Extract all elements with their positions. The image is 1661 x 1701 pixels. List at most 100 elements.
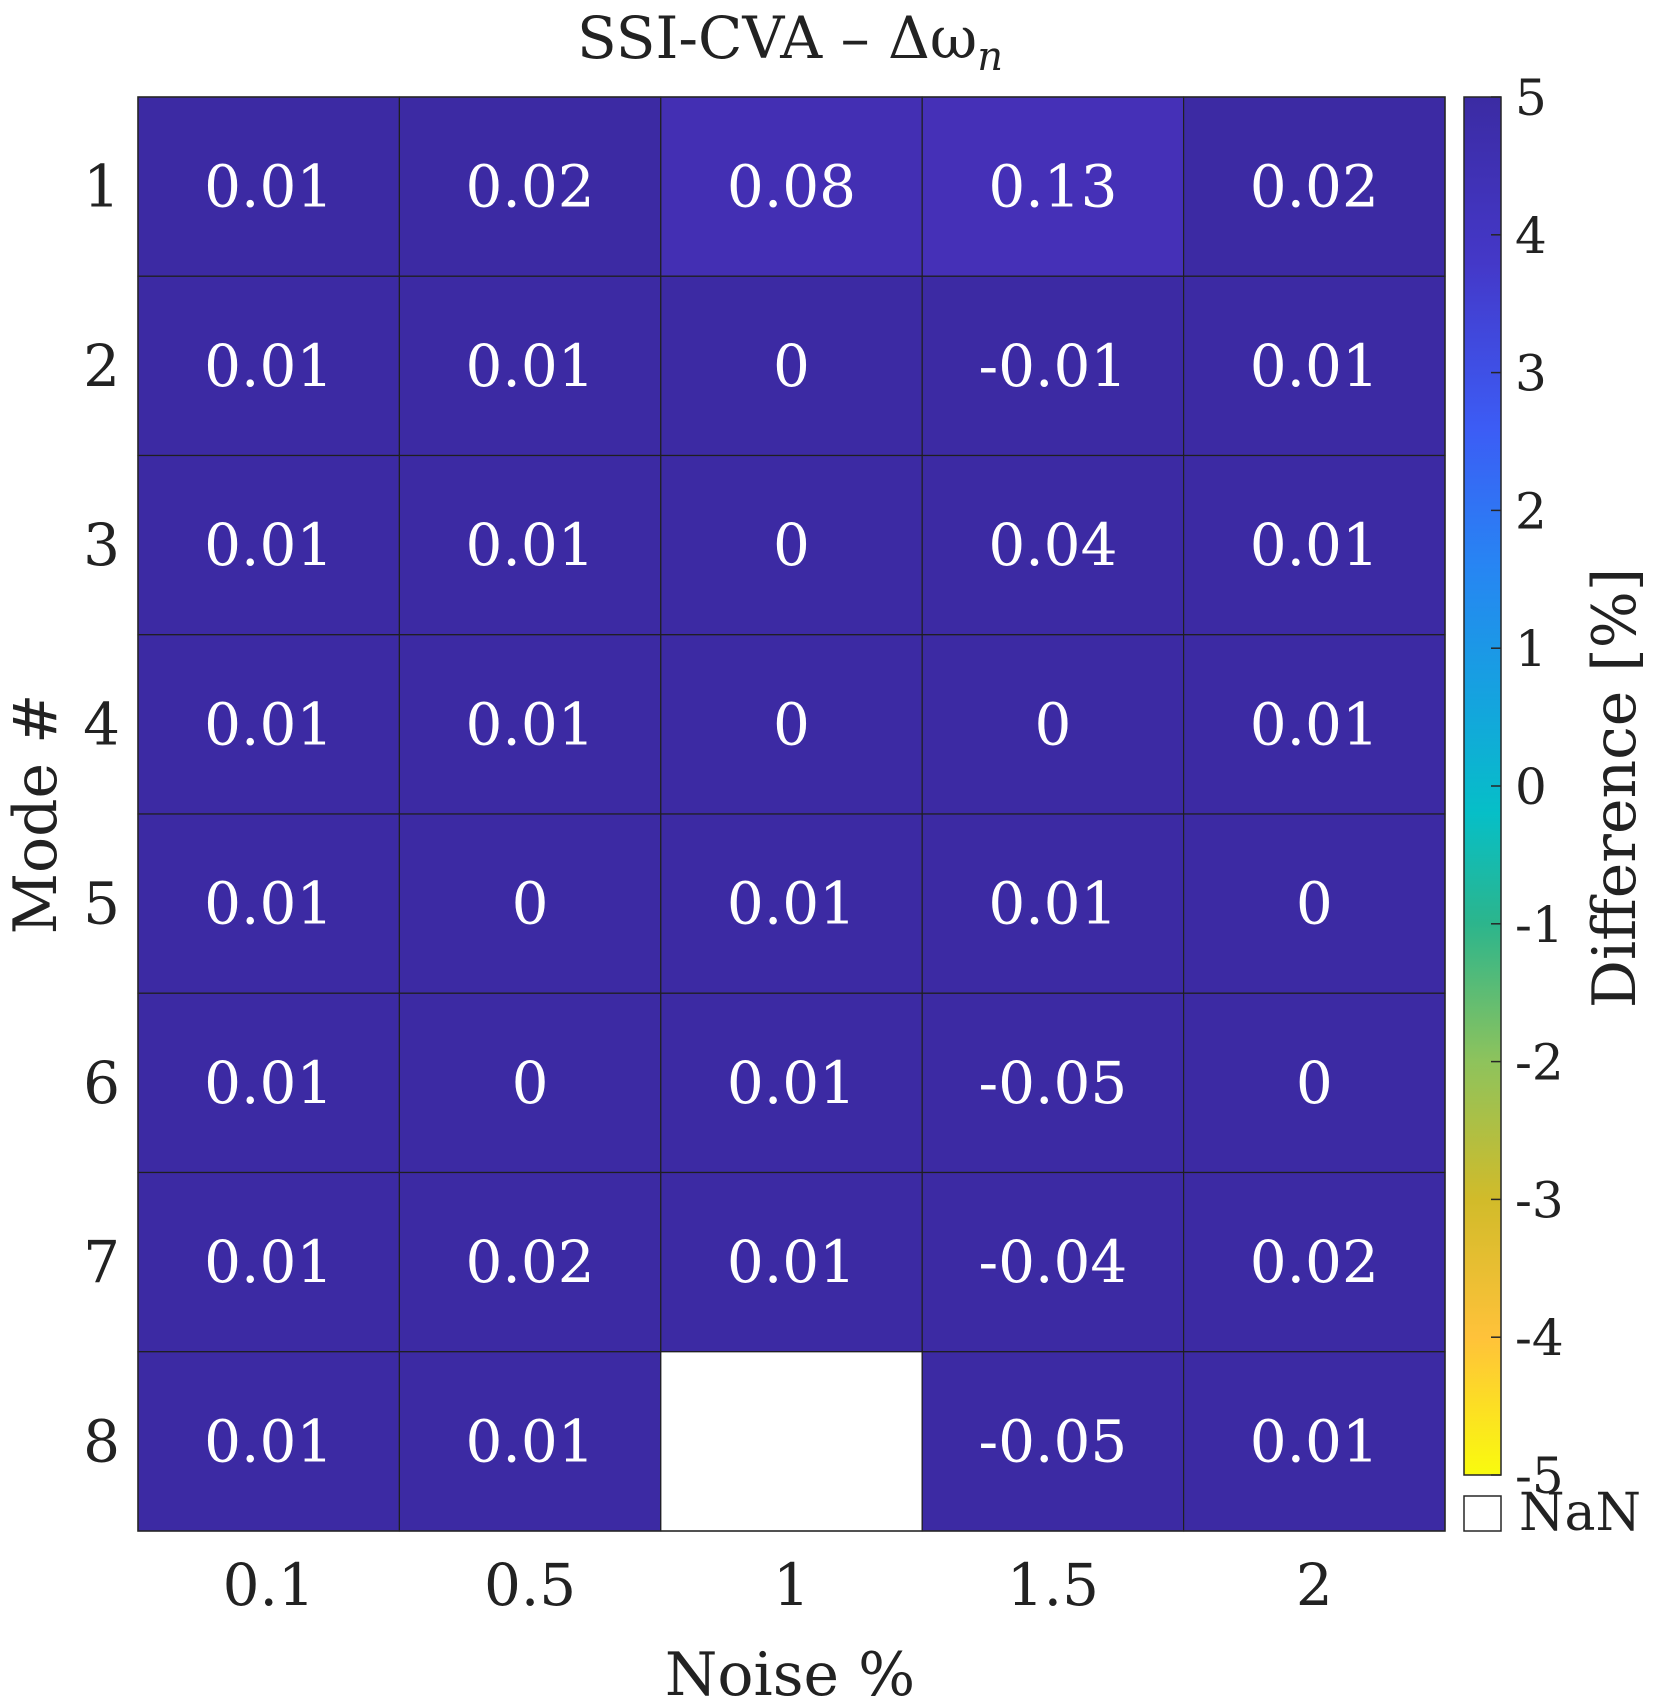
heatmap-cell [660,275,923,457]
nan-legend-label: NaN [1519,1483,1641,1543]
heatmap-cell [1182,454,1446,636]
heatmap-cell [921,992,1185,1174]
heatmap-cell-label: 0.01 [1250,690,1379,758]
heatmap-cell-label: 0.01 [204,690,333,758]
heatmap-cell [398,992,662,1174]
heatmap-cell-label: 0.01 [466,690,595,758]
heatmap-cell-label: 0.01 [204,1228,333,1296]
y-axis-label: Mode # [1,694,71,935]
colorbar-tick-label: -5 [1515,1447,1564,1505]
heatmap-cell-label: 0 [1296,1049,1333,1117]
heatmap-cell [660,1351,923,1532]
colorbar-tick-label: 3 [1515,345,1547,403]
heatmap-cell [921,634,1185,815]
heatmap-cell [660,454,923,636]
y-tick-label: 3 [83,511,120,579]
heatmap-cells [137,96,1446,1532]
heatmap-cell-label: -0.04 [979,1228,1128,1296]
heatmap-cell-label: 0.01 [466,332,595,400]
colorbar-tick-label: -2 [1515,1034,1564,1092]
x-tick-label: 0.5 [484,1551,576,1619]
heatmap-cell-label: -0.05 [979,1407,1128,1475]
heatmap-cell [1182,1171,1446,1353]
heatmap-cell-label: 0 [773,332,810,400]
colorbar-tick-label: 4 [1515,207,1547,265]
y-tick-label: 6 [83,1049,120,1117]
colorbar-ticks: 5 4 3 2 1 0 -1 -2 -3 -4 -5 [1491,69,1564,1505]
x-axis-label: Noise % [665,1640,915,1701]
y-tick-labels: 1 2 3 4 5 6 7 8 [83,153,120,1476]
heatmap-cell-label: 0.13 [988,153,1117,221]
y-tick-label: 5 [83,870,120,938]
heatmap-cell-label: 0.08 [727,153,856,221]
heatmap-cell-label: 0.02 [1250,1228,1379,1296]
y-tick-label: 2 [83,332,120,400]
heatmap-cell [137,275,400,457]
heatmap-cell-label: 0.01 [204,1049,333,1117]
heatmap-cell-label: 0.02 [466,1228,595,1296]
heatmap-cell-label: 0.01 [727,1228,856,1296]
heatmap-cell [137,1171,400,1353]
heatmap-cell [398,454,662,636]
heatmap-cell [1182,813,1446,994]
heatmap-cell-label: 0.01 [204,332,333,400]
heatmap-cell [921,96,1185,277]
nan-legend-swatch [1463,1495,1502,1532]
colorbar-tick-label: 0 [1515,758,1547,816]
heatmap-cell-label: 0.01 [466,511,595,579]
heatmap-cell [660,813,923,994]
heatmap-cell [137,1351,400,1532]
heatmap-cell [137,813,400,994]
colorbar-tick-label: 2 [1515,482,1547,540]
heatmap-cell-label: 0.01 [204,153,333,221]
heatmap-cell-label: 0 [773,690,810,758]
heatmap-cell [137,992,400,1174]
heatmap-cell [398,634,662,815]
heatmap-cell-label: -0.05 [979,1049,1128,1117]
colorbar-tick-label: -4 [1515,1309,1564,1367]
colorbar-tick-label: 1 [1515,620,1547,678]
chart-title-main: SSI-CVA – Δω [577,4,977,72]
colorbar-tick-label: -3 [1515,1171,1564,1229]
x-tick-label: 0.1 [223,1551,315,1619]
heatmap-cell [1182,634,1446,815]
heatmap-cell [1182,96,1446,277]
heatmap-cell-label: 0 [512,1049,549,1117]
chart-title: SSI-CVA – Δωn [577,4,1003,80]
heatmap-cell [660,992,923,1174]
y-tick-label: 4 [83,690,120,758]
heatmap-cell [398,96,662,277]
heatmap-cell [921,1351,1185,1532]
plot-frame [137,96,1446,1532]
x-tick-label: 1.5 [1007,1551,1099,1619]
heatmap-cell [660,634,923,815]
heatmap-cell [398,275,662,457]
heatmap-cell-label: 0.01 [204,511,333,579]
heatmap-cell-label: 0 [1034,690,1071,758]
heatmap-cell [921,1171,1185,1353]
colorbar-tick-label: -1 [1515,896,1564,954]
heatmap-cell [137,96,400,277]
heatmap-cell-label: 0.01 [204,1407,333,1475]
x-tick-label: 1 [773,1551,810,1619]
heatmap-cell-label: 0.01 [1250,332,1379,400]
y-tick-label: 8 [83,1407,120,1475]
colorbar-tick-label: 5 [1515,69,1547,127]
heatmap-cell-label: 0 [1296,870,1333,938]
heatmap-cell-label: 0.01 [466,1407,595,1475]
heatmap-cell-label: 0.04 [988,511,1117,579]
heatmap-cell-label: 0.01 [727,870,856,938]
heatmap-cell-label: 0.01 [204,870,333,938]
heatmap-cell-label: 0.02 [1250,153,1379,221]
y-tick-label: 7 [83,1228,120,1296]
heatmap-cell-label: 0.01 [1250,1407,1379,1475]
chart-title-subscript: n [977,34,1003,80]
x-tick-labels: 0.1 0.5 1 1.5 2 [223,1551,1333,1619]
heatmap-cell [398,1351,662,1532]
heatmap-cell-label: 0.02 [466,153,595,221]
heatmap-cell [398,813,662,994]
heatmap-cell-label: 0 [773,511,810,579]
heatmap-cell-label: 0 [512,870,549,938]
colorbar-label: Difference [%] [1580,568,1650,1008]
